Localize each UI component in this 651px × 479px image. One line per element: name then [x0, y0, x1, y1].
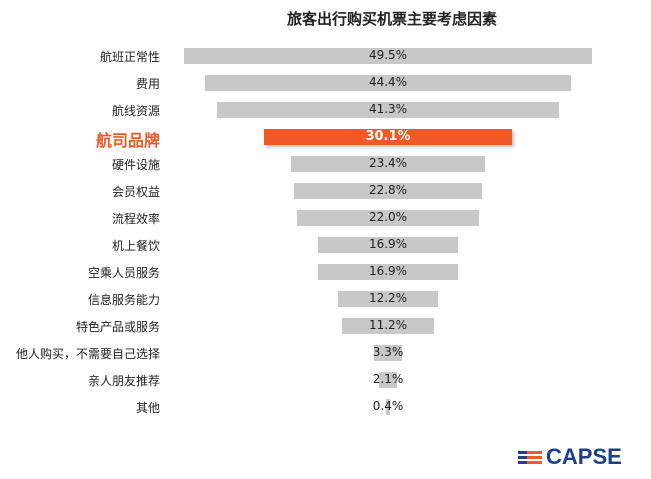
category-label: 费用	[135, 77, 160, 91]
bar	[293, 183, 483, 199]
data-label: 0.4%	[372, 399, 404, 413]
category-label: 航司品牌	[95, 131, 160, 150]
bar	[263, 129, 513, 145]
data-label: 41.3%	[368, 102, 408, 116]
category-label: 会员权益	[111, 185, 160, 199]
bar	[341, 318, 435, 334]
data-label: 2.1%	[372, 372, 404, 386]
category-label: 硬件设施	[111, 158, 160, 172]
category-label: 特色产品或服务	[75, 320, 160, 334]
data-label: 22.8%	[368, 183, 408, 197]
category-label: 流程效率	[111, 212, 160, 226]
bar	[217, 102, 559, 118]
bar	[379, 372, 397, 388]
bar	[318, 237, 458, 253]
bar	[386, 399, 390, 415]
bar	[183, 48, 593, 64]
data-label: 11.2%	[368, 318, 408, 332]
chart-title: 旅客出行购买机票主要考虑因素	[286, 10, 497, 28]
data-label: 49.5%	[368, 48, 408, 62]
category-label: 机上餐饮	[111, 239, 160, 253]
bar	[318, 264, 458, 280]
data-label: 44.4%	[368, 75, 408, 89]
logo-lines-icon	[518, 449, 542, 466]
logo-text: CAPSE	[546, 444, 622, 469]
bar	[374, 345, 402, 361]
data-label: 16.9%	[368, 237, 408, 251]
bar	[297, 210, 479, 226]
capse-logo: CAPSE	[518, 444, 622, 470]
category-label: 航班正常性	[99, 50, 160, 64]
data-label: 12.2%	[368, 291, 408, 305]
bar	[291, 156, 485, 172]
category-label: 空乘人员服务	[87, 266, 160, 280]
data-label: 16.9%	[368, 264, 408, 278]
bar	[204, 75, 572, 91]
data-label: 30.1%	[365, 129, 411, 144]
data-label: 23.4%	[368, 156, 408, 170]
category-label: 他人购买，不需要自己选择	[15, 347, 160, 361]
category-label: 其他	[135, 401, 160, 415]
category-label: 航线资源	[111, 104, 160, 118]
category-label: 亲人朋友推荐	[87, 374, 160, 388]
data-label: 3.3%	[372, 345, 404, 359]
category-label: 信息服务能力	[87, 293, 160, 307]
data-label: 22.0%	[368, 210, 408, 224]
bar	[337, 291, 439, 307]
